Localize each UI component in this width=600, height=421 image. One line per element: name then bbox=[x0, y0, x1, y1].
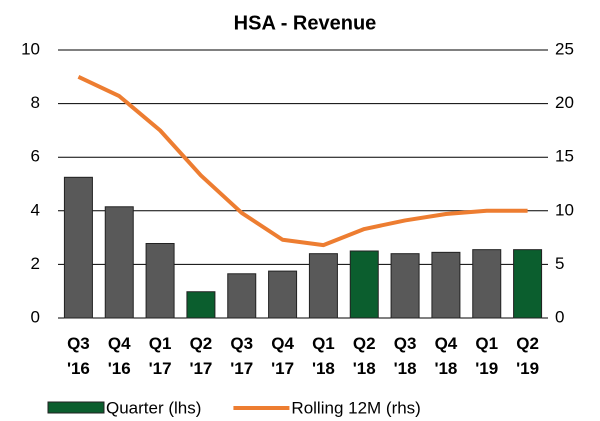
legend-item: Rolling 12M (rhs) bbox=[233, 398, 421, 417]
y2-tick-label: 5 bbox=[555, 254, 564, 273]
bar bbox=[268, 270, 298, 319]
y-tick-label: 10 bbox=[21, 39, 40, 58]
legend-label: Rolling 12M (rhs) bbox=[291, 398, 420, 417]
bar bbox=[186, 291, 216, 319]
y-tick-label: 2 bbox=[31, 254, 40, 273]
bar bbox=[349, 250, 379, 319]
x-tick-label: Q4'16 bbox=[108, 334, 131, 378]
bar bbox=[513, 249, 543, 319]
x-tick-label: Q3'18 bbox=[394, 334, 417, 378]
x-tick-label: Q2'19 bbox=[516, 334, 539, 378]
line bbox=[77, 74, 528, 248]
bar bbox=[390, 253, 420, 319]
bar bbox=[227, 273, 257, 319]
legend-swatch bbox=[47, 401, 105, 414]
y2-tick-label: 10 bbox=[555, 200, 574, 219]
x-tick-label: Q1'18 bbox=[312, 334, 335, 378]
x-tick-label: Q1'17 bbox=[149, 334, 172, 378]
y-tick-label: 0 bbox=[31, 307, 40, 326]
x-tick-label: Q4'17 bbox=[271, 334, 294, 378]
bar bbox=[145, 242, 175, 319]
x-tick-label: Q1'19 bbox=[475, 334, 498, 378]
x-tick-label: Q3'17 bbox=[230, 334, 253, 378]
y-tick-label: 8 bbox=[31, 93, 40, 112]
legend-label: Quarter (lhs) bbox=[106, 398, 201, 417]
y2-tick-label: 15 bbox=[555, 147, 574, 166]
x-tick-label: Q2'18 bbox=[353, 334, 376, 378]
bar bbox=[63, 176, 93, 319]
x-tick-label: Q4'18 bbox=[434, 334, 457, 378]
bar bbox=[472, 249, 502, 319]
bar bbox=[431, 251, 461, 319]
y2-tick-label: 25 bbox=[555, 39, 574, 58]
y-tick-label: 6 bbox=[31, 147, 40, 166]
bar bbox=[104, 206, 134, 319]
x-tick-label: Q2'17 bbox=[189, 334, 212, 378]
legend-item: Quarter (lhs) bbox=[47, 398, 201, 417]
y2-tick-label: 0 bbox=[555, 307, 564, 326]
y2-tick-label: 20 bbox=[555, 93, 574, 112]
x-tick-label: Q3'16 bbox=[67, 334, 90, 378]
y-tick-label: 4 bbox=[31, 200, 40, 219]
chart-title: HSA - Revenue bbox=[234, 12, 377, 34]
bar bbox=[308, 253, 338, 319]
